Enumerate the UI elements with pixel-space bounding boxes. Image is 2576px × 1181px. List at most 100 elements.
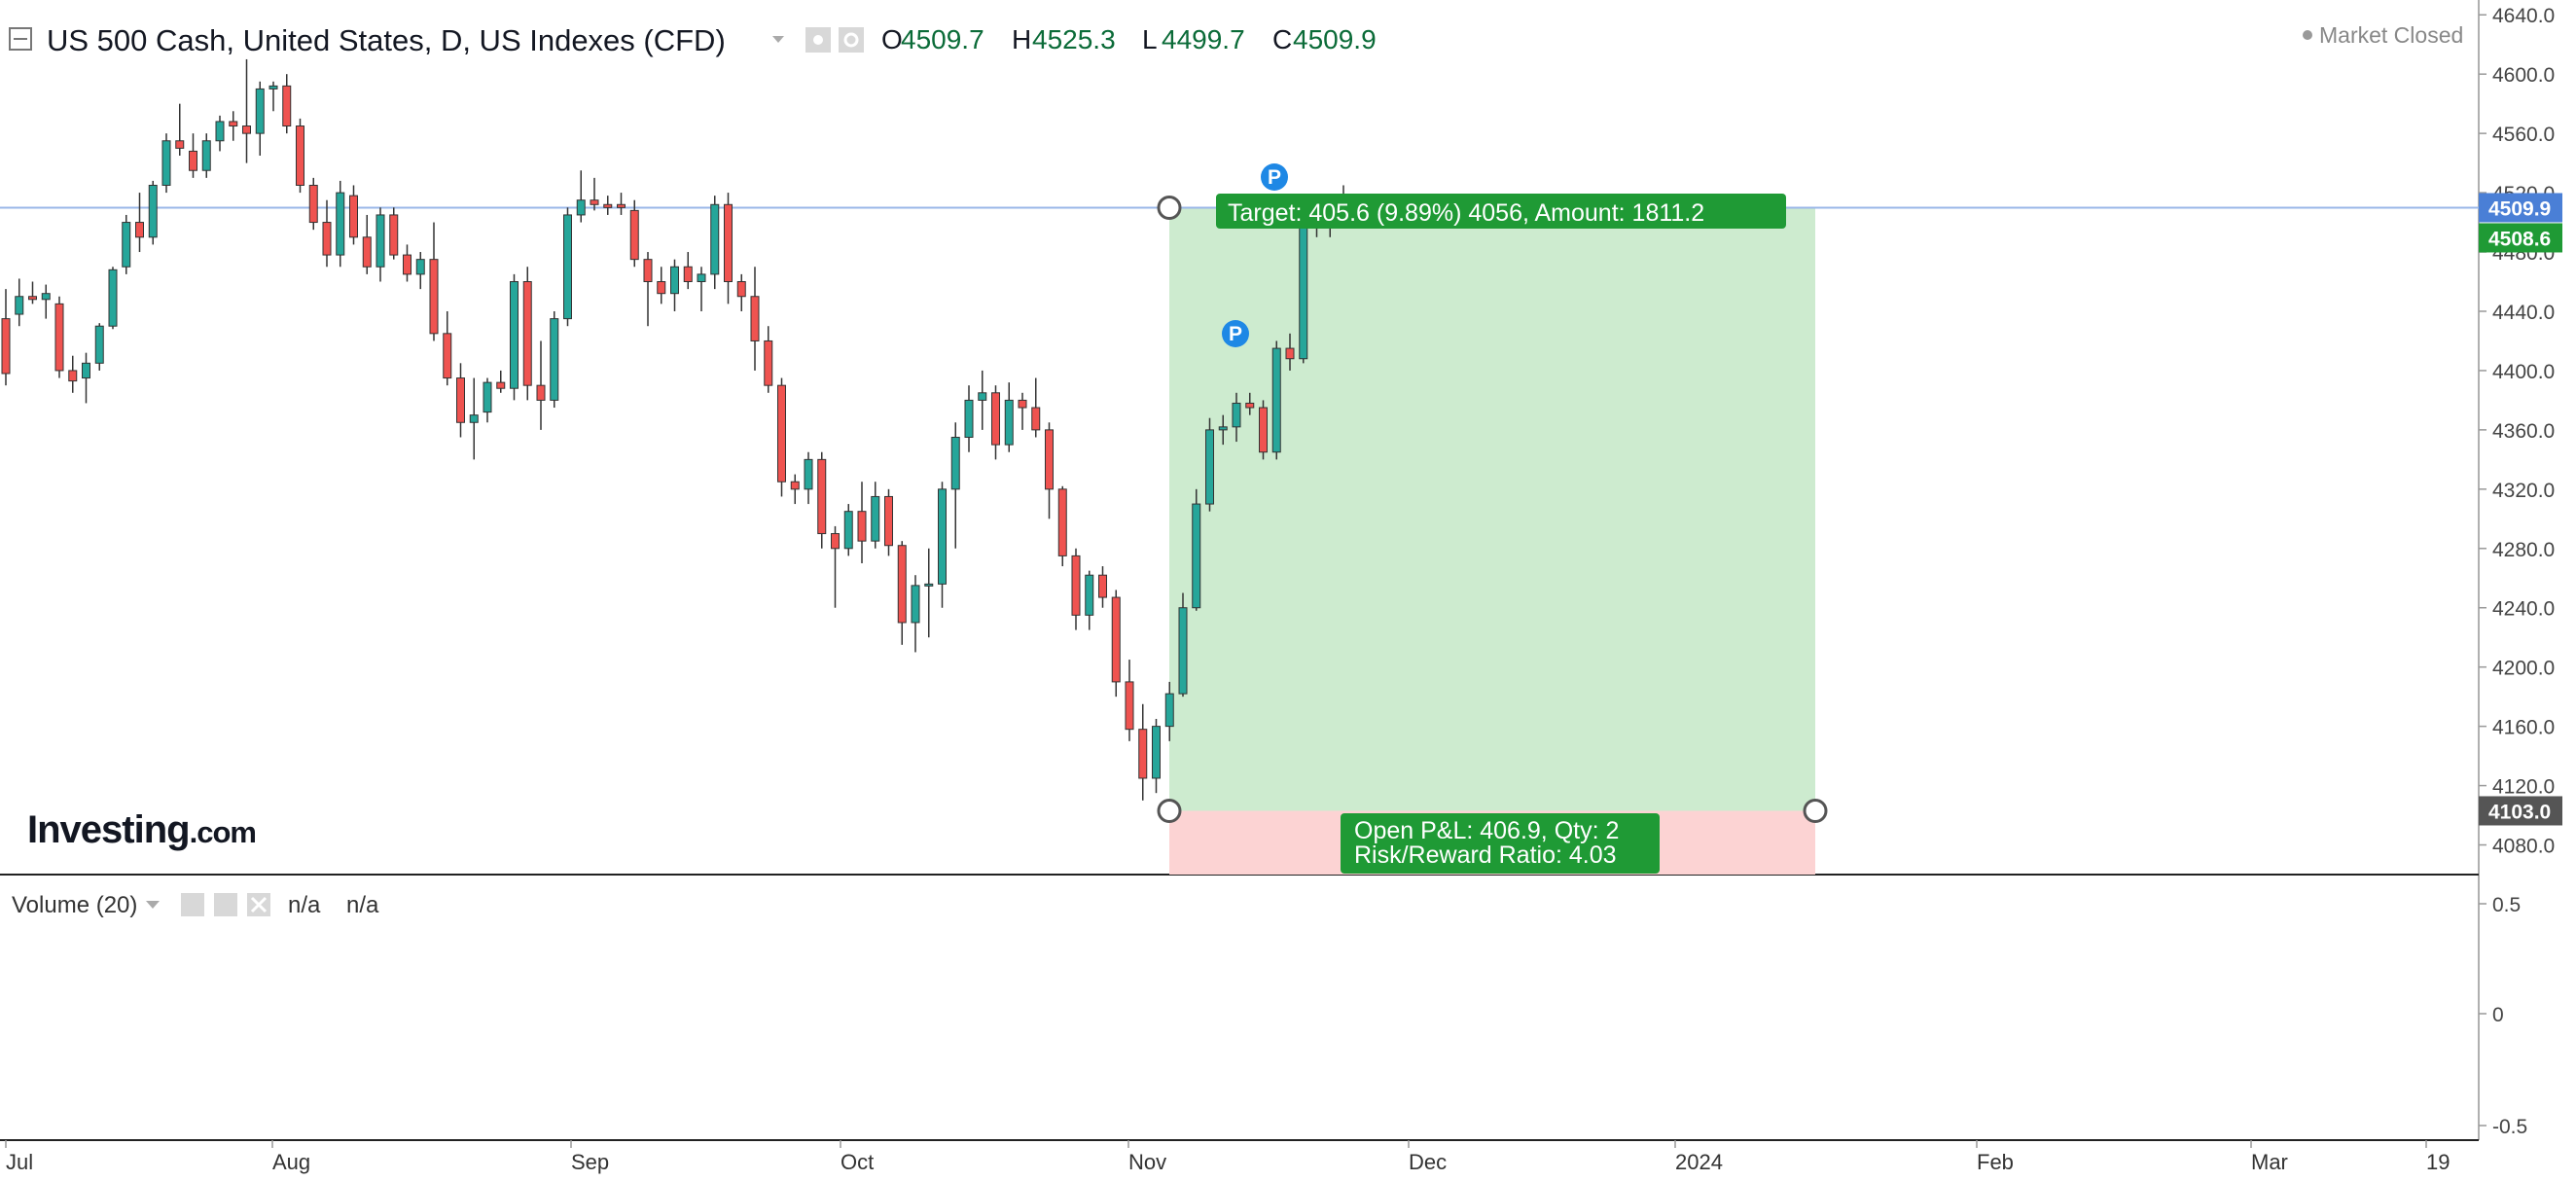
- time-tick-label: Dec: [1409, 1150, 1447, 1174]
- time-tick-label: Sep: [571, 1150, 609, 1174]
- chart-header: US 500 Cash, United States, D, US Indexe…: [9, 22, 2463, 57]
- candle-body: [590, 199, 599, 205]
- time-tick-label: 2024: [1675, 1150, 1723, 1174]
- time-tick-label: Nov: [1128, 1150, 1166, 1174]
- candle-body: [710, 203, 720, 275]
- candle-body: [764, 340, 773, 386]
- trade-marker-icon[interactable]: [1261, 163, 1288, 191]
- candle-body: [964, 399, 974, 438]
- price-tick-label: 4240.0: [2492, 598, 2555, 621]
- candle-body: [603, 203, 613, 208]
- candle-body: [322, 222, 332, 256]
- collapse-icon[interactable]: [9, 27, 32, 51]
- candle-body: [1111, 596, 1121, 683]
- candle-body: [1, 318, 11, 375]
- eye-icon-pupil: [813, 35, 823, 45]
- chevron-down-icon[interactable]: [772, 36, 784, 43]
- ohlc-label: H: [1012, 24, 1031, 54]
- candle-body: [1178, 607, 1188, 695]
- candle-body: [28, 296, 37, 301]
- volume-title[interactable]: Volume (20): [12, 892, 137, 918]
- price-tag-label: 4103.0: [2488, 801, 2551, 823]
- gear-icon[interactable]: [839, 27, 864, 53]
- candle-body: [1018, 399, 1027, 409]
- volume-chevron-down-icon[interactable]: [146, 901, 160, 909]
- candle-body: [790, 481, 800, 490]
- time-tick-label: Oct: [841, 1150, 874, 1174]
- symbol-title[interactable]: US 500 Cash, United States, D, US Indexe…: [47, 23, 726, 57]
- candle-body: [376, 214, 385, 268]
- candle-body: [108, 268, 118, 327]
- candle-body: [135, 222, 144, 238]
- candle-body: [911, 585, 920, 624]
- position-handle[interactable]: [1157, 798, 1182, 823]
- candle-body: [349, 195, 358, 238]
- candle-body: [777, 384, 786, 483]
- volume-gear-icon[interactable]: [214, 893, 237, 916]
- candle-body: [938, 488, 947, 585]
- candle-body: [1245, 402, 1255, 409]
- candle-body: [1152, 726, 1161, 779]
- candle-body: [550, 318, 559, 401]
- price-tick-label: 4360.0: [2492, 420, 2555, 443]
- target-label-box: [1216, 194, 1786, 229]
- trade-marker-icon[interactable]: [1222, 320, 1249, 347]
- candle-body: [1285, 347, 1295, 360]
- candle-body: [817, 458, 827, 535]
- price-tick-label: 4600.0: [2492, 64, 2555, 87]
- gear-icon-hub: [843, 32, 859, 48]
- price-tick-label: 4560.0: [2492, 124, 2555, 146]
- candle-body: [697, 273, 706, 283]
- candle-body: [1031, 407, 1041, 431]
- ohlc-label: C: [1272, 24, 1292, 54]
- candle-body: [15, 296, 24, 315]
- candle-body: [1232, 402, 1241, 428]
- price-tags: 4509.9 4508.6 4103.0: [2479, 193, 2562, 826]
- price-tick-label: 4120.0: [2492, 776, 2555, 799]
- candle-body: [643, 259, 653, 283]
- candle-body: [1085, 574, 1094, 616]
- candle-body: [1205, 429, 1214, 505]
- candle-body: [94, 325, 104, 364]
- candle-body: [215, 121, 225, 142]
- candles-layer: [1, 58, 1348, 801]
- time-axis[interactable]: Jul Aug Sep Oct Nov Dec 2024 Feb Mar 19: [5, 1140, 2450, 1174]
- volume-axis[interactable]: 0.5 0 -0.5: [2479, 894, 2527, 1138]
- candle-body: [871, 495, 880, 542]
- candle-body: [1004, 399, 1014, 446]
- price-tag-box: [2479, 796, 2562, 826]
- candle-body: [510, 281, 519, 389]
- candle-body: [415, 259, 425, 275]
- position-profit-zone[interactable]: [1169, 207, 1815, 811]
- candle-body: [443, 333, 452, 379]
- time-tick-label: Mar: [2251, 1150, 2288, 1174]
- candle-body: [683, 266, 693, 283]
- volume-eye-icon[interactable]: [181, 893, 204, 916]
- price-tick-label: 4320.0: [2492, 480, 2555, 502]
- candle-body: [308, 184, 318, 224]
- position-handle[interactable]: [1803, 798, 1828, 823]
- rr-label: Risk/Reward Ratio: 4.03: [1354, 841, 1617, 869]
- price-tag-box: [2479, 193, 2562, 223]
- candle-body: [724, 203, 733, 283]
- price-axis[interactable]: 4080.0 4120.0 4160.0 4200.0 4240.0 4280.0 4320…: [2479, 5, 2555, 858]
- position-overlay[interactable]: Target: 405.6 (9.89%) 4056, Amount: 1811…: [1157, 163, 1828, 874]
- volume-value-2: n/a: [346, 892, 379, 918]
- candle-body: [563, 214, 572, 320]
- candle-body: [456, 377, 465, 423]
- candle-body: [189, 150, 197, 171]
- position-handle[interactable]: [1157, 195, 1182, 220]
- time-tick-label: 19: [2426, 1150, 2450, 1174]
- price-tick-label: 4200.0: [2492, 658, 2555, 680]
- candle-body: [576, 199, 586, 216]
- candle-body: [1299, 214, 1308, 360]
- volume-close-cross: [250, 896, 268, 913]
- time-tick-label: Aug: [272, 1150, 310, 1174]
- candle-body: [161, 140, 171, 186]
- price-tag-box: [2479, 223, 2562, 253]
- candle-body: [1125, 681, 1134, 731]
- candle-body: [629, 209, 639, 261]
- candle-body: [54, 303, 64, 372]
- candle-body: [736, 281, 746, 298]
